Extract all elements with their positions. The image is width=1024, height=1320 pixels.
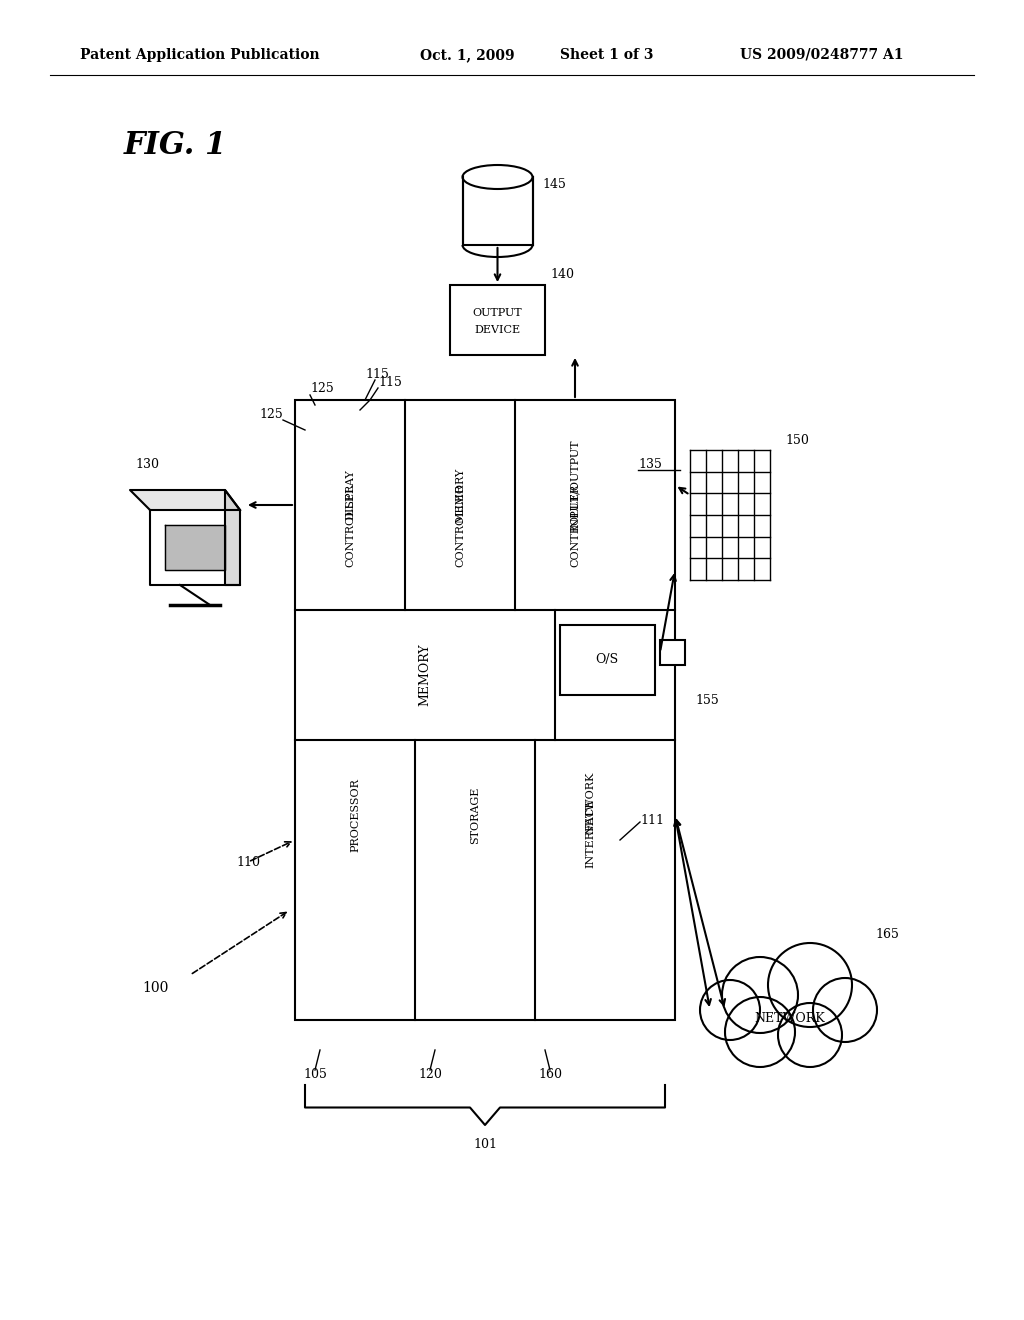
Text: 110: 110 — [236, 855, 260, 869]
Polygon shape — [225, 490, 240, 585]
Circle shape — [768, 942, 852, 1027]
Text: OUTPUT: OUTPUT — [473, 308, 522, 318]
Text: MEMORY: MEMORY — [455, 467, 465, 523]
FancyBboxPatch shape — [560, 624, 655, 696]
Circle shape — [778, 1003, 842, 1067]
Text: 111: 111 — [640, 813, 664, 826]
FancyBboxPatch shape — [450, 285, 545, 355]
Text: 125: 125 — [310, 381, 334, 395]
Text: Sheet 1 of 3: Sheet 1 of 3 — [560, 48, 653, 62]
Polygon shape — [165, 525, 225, 570]
FancyBboxPatch shape — [660, 640, 685, 665]
Text: 115: 115 — [365, 368, 389, 381]
Circle shape — [722, 957, 798, 1034]
Text: 160: 160 — [538, 1068, 562, 1081]
Text: FIG. 1: FIG. 1 — [123, 129, 226, 161]
Text: US 2009/0248777 A1: US 2009/0248777 A1 — [740, 48, 903, 62]
Text: 130: 130 — [135, 458, 159, 471]
Circle shape — [813, 978, 877, 1041]
Polygon shape — [130, 490, 240, 510]
FancyBboxPatch shape — [463, 177, 532, 246]
Text: INPUT/OUTPUT: INPUT/OUTPUT — [570, 440, 580, 531]
Text: 101: 101 — [473, 1138, 497, 1151]
Text: O/S: O/S — [595, 653, 618, 667]
Text: 100: 100 — [141, 981, 168, 995]
Text: MEMORY: MEMORY — [419, 644, 431, 706]
Text: DISPLAY: DISPLAY — [345, 470, 355, 520]
Text: INTERFACE: INTERFACE — [585, 799, 595, 867]
Text: 150: 150 — [785, 433, 809, 446]
Text: 140: 140 — [550, 268, 574, 281]
Text: NETWORK: NETWORK — [585, 772, 595, 834]
Text: Oct. 1, 2009: Oct. 1, 2009 — [420, 48, 515, 62]
Text: Patent Application Publication: Patent Application Publication — [80, 48, 319, 62]
Text: 120: 120 — [418, 1068, 442, 1081]
Text: DEVICE: DEVICE — [474, 325, 520, 335]
Text: 125: 125 — [259, 408, 283, 421]
Text: CONTROLLER: CONTROLLER — [345, 483, 355, 566]
Circle shape — [725, 997, 795, 1067]
Text: CONTROLLER: CONTROLLER — [455, 483, 465, 566]
Text: 165: 165 — [874, 928, 899, 941]
Text: 115: 115 — [378, 375, 401, 388]
Text: 105: 105 — [303, 1068, 327, 1081]
Text: NETWORK: NETWORK — [755, 1011, 825, 1024]
Text: PROCESSOR: PROCESSOR — [350, 777, 360, 851]
Circle shape — [700, 979, 760, 1040]
Text: 135: 135 — [638, 458, 662, 471]
Text: 145: 145 — [543, 178, 566, 191]
Ellipse shape — [463, 165, 532, 189]
Text: 155: 155 — [695, 693, 719, 706]
FancyBboxPatch shape — [295, 400, 675, 1020]
Text: CONTROLLER: CONTROLLER — [570, 483, 580, 566]
Text: STORAGE: STORAGE — [470, 787, 480, 843]
